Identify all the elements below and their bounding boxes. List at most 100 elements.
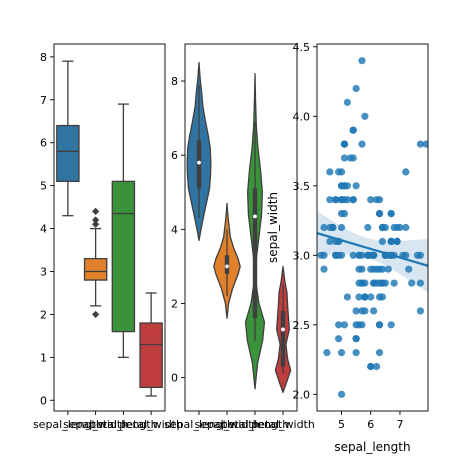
scatter-point bbox=[405, 265, 413, 273]
scatter-point bbox=[402, 251, 410, 259]
x-tick-label: petal_length bbox=[89, 418, 157, 431]
scatter-point bbox=[393, 237, 401, 246]
x-tick-label: petal_width bbox=[251, 418, 315, 431]
scatter-point bbox=[416, 251, 425, 259]
scatter-point bbox=[352, 307, 360, 315]
x-tick-label: 5 bbox=[338, 418, 345, 431]
y-tick-label: 5 bbox=[40, 180, 47, 193]
scatter-point bbox=[375, 349, 384, 357]
y-tick-label: 3 bbox=[40, 265, 47, 278]
y-tick-label: 2.0 bbox=[293, 388, 311, 401]
box-outlier bbox=[92, 207, 100, 216]
scatter-point bbox=[326, 223, 334, 232]
y-tick-label: 1 bbox=[40, 351, 47, 364]
scatter-point bbox=[340, 321, 349, 329]
violin-iqr bbox=[280, 310, 286, 367]
scatter-point bbox=[384, 265, 392, 273]
violin-iqr bbox=[252, 188, 258, 319]
scatter-point bbox=[375, 321, 384, 329]
scatter-point bbox=[372, 196, 381, 204]
scatter-point bbox=[372, 362, 381, 371]
box-body bbox=[111, 180, 136, 333]
regression-line bbox=[317, 231, 428, 267]
scatter-point bbox=[332, 196, 340, 204]
scatter-point bbox=[326, 196, 334, 204]
y-tick-label: 2 bbox=[171, 297, 178, 310]
scatter-point bbox=[320, 265, 328, 273]
scatter-point bbox=[361, 293, 369, 301]
scatter-point bbox=[337, 349, 346, 357]
x-tick-label: sepal_width bbox=[63, 418, 128, 431]
scatter-point bbox=[378, 223, 387, 232]
scatter-point bbox=[352, 349, 360, 357]
y-tick-label: 3.0 bbox=[293, 249, 311, 262]
scatter-point bbox=[337, 182, 346, 190]
y-tick-label: 4.5 bbox=[293, 41, 311, 54]
scatter-point bbox=[343, 182, 351, 190]
scatter-plot-area bbox=[317, 57, 428, 398]
x-tick-label: 7 bbox=[396, 418, 403, 431]
scatter-point bbox=[358, 251, 366, 259]
scatter-point bbox=[367, 196, 375, 204]
scatter-point bbox=[337, 223, 346, 232]
scatter-point bbox=[422, 140, 428, 148]
scatter-point bbox=[375, 265, 384, 273]
scatter-point bbox=[352, 321, 360, 329]
scatter-point bbox=[364, 251, 372, 259]
scatter-point bbox=[323, 349, 331, 357]
scatter-point bbox=[337, 390, 346, 398]
scatter-point bbox=[378, 237, 387, 246]
scatter-point bbox=[387, 209, 395, 218]
scatter-point bbox=[337, 251, 346, 259]
axes-frame bbox=[184, 43, 298, 412]
scatter-point bbox=[375, 293, 384, 301]
x-axis-title: sepal_length bbox=[334, 440, 410, 454]
y-tick-label: 7 bbox=[40, 94, 47, 107]
scatter-point bbox=[335, 168, 343, 176]
scatter-point bbox=[370, 307, 378, 315]
y-tick-label: 4 bbox=[171, 223, 178, 236]
regression-confidence-band bbox=[317, 210, 428, 293]
box-outlier bbox=[92, 216, 100, 224]
box-body bbox=[83, 257, 108, 281]
scatter-point bbox=[352, 335, 360, 343]
scatter-point bbox=[416, 140, 425, 148]
y-tick-label: 2 bbox=[40, 308, 47, 321]
scatter-point bbox=[320, 223, 328, 232]
scatter-point bbox=[402, 168, 410, 176]
scatter-point bbox=[352, 182, 360, 190]
scatter-point bbox=[402, 223, 410, 232]
scatter-point bbox=[355, 293, 363, 301]
scatter-point bbox=[332, 251, 340, 259]
y-tick-label: 3.5 bbox=[293, 180, 311, 193]
boxplot-panel: 0 1 2 3 4 5 6 7 8 sepal_lengthsepal_widthpetal_le… bbox=[33, 43, 183, 431]
scatter-point bbox=[340, 140, 349, 148]
violin-median bbox=[253, 214, 257, 219]
axes-frame bbox=[316, 43, 429, 412]
violin-median bbox=[225, 264, 229, 269]
y-tick-label: 0 bbox=[40, 394, 47, 407]
x-tick-label: petal_length bbox=[221, 418, 289, 431]
scatter-point bbox=[390, 279, 398, 287]
box-body bbox=[56, 124, 80, 183]
scatter-point bbox=[337, 209, 346, 218]
scatter-point bbox=[349, 126, 357, 134]
x-tick-label: sepal_length bbox=[33, 418, 103, 431]
scatter-point bbox=[343, 293, 351, 301]
scatter-point bbox=[346, 154, 354, 162]
scatter-point bbox=[367, 362, 375, 371]
scatter-point bbox=[367, 265, 375, 273]
x-tick-label: petal_width bbox=[119, 418, 183, 431]
scatter-point bbox=[340, 154, 349, 162]
scatter-point bbox=[375, 209, 384, 218]
x-tick-label: sepal_length bbox=[164, 418, 234, 431]
scatter-point bbox=[375, 279, 384, 287]
scatter-point bbox=[326, 237, 334, 246]
scatter-point bbox=[326, 168, 334, 176]
violin-median bbox=[281, 327, 285, 332]
y-axis-title: sepal_width bbox=[266, 192, 280, 263]
scatter-point bbox=[340, 196, 349, 204]
scatter-point bbox=[352, 84, 360, 93]
scatter-point bbox=[416, 307, 425, 315]
